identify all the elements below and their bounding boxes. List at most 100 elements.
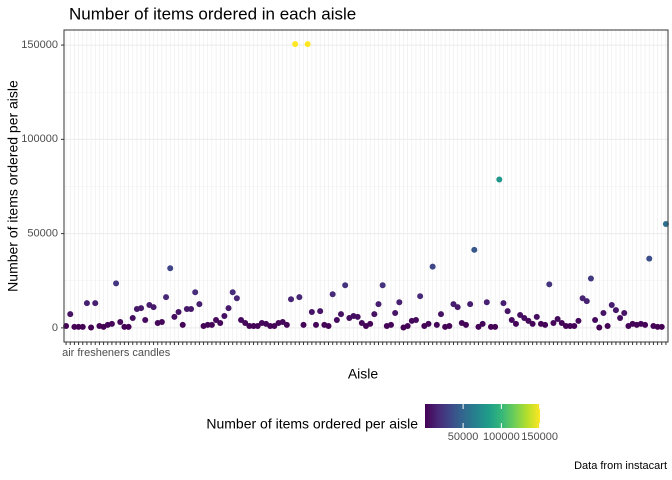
point <box>571 322 578 329</box>
x-axis-label: Aisle <box>348 366 379 382</box>
point <box>654 323 661 330</box>
y-axis-label: Number of items ordered per aisle <box>5 80 21 292</box>
point <box>433 321 440 328</box>
point <box>454 304 461 311</box>
point <box>300 321 307 328</box>
point <box>425 320 432 327</box>
point <box>412 316 419 323</box>
point <box>283 321 290 328</box>
point <box>450 301 457 308</box>
point <box>308 309 315 316</box>
point <box>554 316 561 323</box>
point <box>242 319 249 326</box>
legend-title: Number of items ordered per aisle <box>206 416 418 432</box>
point <box>121 323 128 330</box>
point <box>229 289 236 296</box>
point <box>129 315 136 322</box>
point <box>575 317 582 324</box>
point <box>417 293 424 300</box>
point <box>108 320 115 327</box>
caption: Data from instacart <box>574 460 667 472</box>
point <box>483 299 490 306</box>
point <box>604 322 611 329</box>
point <box>179 321 186 328</box>
point <box>188 306 195 313</box>
point <box>642 321 649 328</box>
point <box>83 300 90 307</box>
point <box>396 299 403 306</box>
point <box>92 300 99 307</box>
point <box>204 321 211 328</box>
point <box>250 322 257 329</box>
point <box>621 309 628 316</box>
point <box>150 304 157 311</box>
point <box>496 176 503 183</box>
point <box>371 311 378 318</box>
point <box>612 307 619 314</box>
y-tick-label: 100000 <box>21 133 58 145</box>
point <box>246 322 253 329</box>
y-tick-label: 0 <box>52 322 58 334</box>
point <box>167 265 174 272</box>
point <box>71 323 78 330</box>
point <box>288 296 295 303</box>
point <box>67 311 74 318</box>
point <box>163 294 170 301</box>
point <box>583 298 590 305</box>
point <box>367 320 374 327</box>
point <box>192 289 199 296</box>
point <box>304 41 311 48</box>
color-bar-label: 50000 <box>448 431 479 443</box>
point <box>221 312 228 319</box>
point <box>592 316 599 323</box>
point <box>358 319 365 326</box>
point <box>183 306 190 313</box>
point <box>404 322 411 329</box>
y-tick-label: 150000 <box>21 39 58 51</box>
point <box>475 323 482 330</box>
point <box>392 309 399 316</box>
point <box>479 320 486 327</box>
point <box>225 305 232 312</box>
point <box>512 320 519 327</box>
point <box>142 316 149 323</box>
color-bar <box>425 404 540 428</box>
point <box>342 282 349 289</box>
point <box>529 320 536 327</box>
point <box>233 295 240 302</box>
point <box>429 263 436 270</box>
point <box>333 316 340 323</box>
point <box>492 323 499 330</box>
point <box>213 316 220 323</box>
point <box>533 313 540 320</box>
point <box>208 321 215 328</box>
point <box>462 321 469 328</box>
point <box>446 322 453 329</box>
point <box>354 313 361 320</box>
point <box>63 322 70 329</box>
point <box>467 301 474 308</box>
chart-title: Number of items ordered in each aisle <box>69 4 356 23</box>
point <box>138 305 145 312</box>
point <box>158 319 165 326</box>
point <box>254 322 261 329</box>
point <box>292 41 299 48</box>
point <box>267 322 274 329</box>
point <box>175 309 182 316</box>
point <box>608 302 615 309</box>
point <box>317 308 324 315</box>
point <box>171 313 178 320</box>
point <box>617 315 624 322</box>
point <box>338 311 345 318</box>
point <box>113 280 120 287</box>
point <box>125 323 132 330</box>
point <box>525 317 532 324</box>
point <box>646 255 653 262</box>
point <box>596 324 603 331</box>
point <box>658 323 665 330</box>
point <box>238 316 245 323</box>
point <box>517 312 524 319</box>
point <box>217 319 224 326</box>
point <box>313 321 320 328</box>
